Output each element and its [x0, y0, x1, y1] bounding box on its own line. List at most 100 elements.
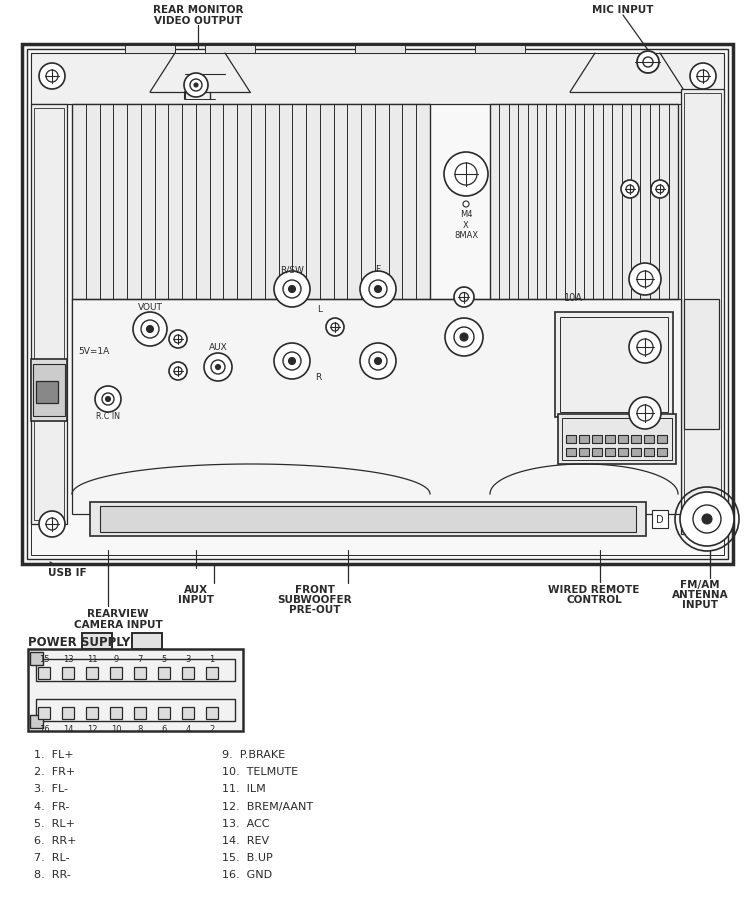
Text: 3.  FL-: 3. FL- — [34, 784, 68, 793]
Bar — [618, 448, 628, 457]
Text: 5: 5 — [162, 654, 167, 664]
Text: FRONT: FRONT — [295, 584, 335, 595]
Bar — [657, 448, 667, 457]
Bar — [490, 105, 678, 494]
Circle shape — [360, 272, 396, 308]
Circle shape — [95, 387, 121, 413]
Bar — [657, 436, 667, 444]
Text: 16: 16 — [39, 725, 49, 733]
Text: 10: 10 — [111, 725, 122, 733]
Bar — [134, 708, 146, 720]
Circle shape — [360, 344, 396, 380]
Bar — [34, 108, 64, 520]
Circle shape — [204, 354, 232, 381]
Bar — [28, 650, 243, 732]
Circle shape — [629, 332, 661, 364]
FancyBboxPatch shape — [196, 509, 484, 533]
Bar — [36, 381, 58, 403]
Bar — [206, 708, 218, 720]
Bar — [62, 708, 74, 720]
Text: 11: 11 — [87, 654, 97, 664]
Text: 5V=1A: 5V=1A — [78, 347, 109, 356]
Text: INPUT: INPUT — [178, 595, 214, 605]
Text: REARVIEW: REARVIEW — [87, 608, 149, 618]
Text: 12.  BREM/AANT: 12. BREM/AANT — [222, 800, 313, 811]
Bar — [110, 708, 122, 720]
Bar — [592, 448, 602, 457]
Bar — [681, 90, 724, 535]
Text: R.C IN: R.C IN — [96, 412, 120, 421]
Text: 12: 12 — [87, 725, 97, 733]
Circle shape — [445, 319, 483, 357]
Bar — [62, 667, 74, 679]
Bar — [684, 94, 721, 530]
Text: SUBWOOFER: SUBWOOFER — [278, 595, 353, 605]
Text: 13: 13 — [63, 654, 73, 664]
Bar — [31, 54, 724, 555]
Text: 9.  P.BRAKE: 9. P.BRAKE — [222, 749, 285, 759]
Circle shape — [194, 84, 198, 88]
Text: 7: 7 — [137, 654, 143, 664]
Circle shape — [169, 331, 187, 348]
Text: ANTENNA: ANTENNA — [672, 589, 729, 599]
Bar — [605, 448, 615, 457]
Text: 2: 2 — [209, 725, 214, 733]
Bar — [30, 715, 43, 728]
Bar — [205, 46, 255, 54]
Bar — [644, 436, 654, 444]
Circle shape — [690, 512, 716, 538]
Text: 1.  FL+: 1. FL+ — [34, 749, 74, 759]
Circle shape — [326, 319, 344, 336]
Bar — [86, 708, 98, 720]
Circle shape — [621, 181, 639, 199]
Bar — [560, 318, 668, 413]
Bar — [555, 312, 673, 417]
Circle shape — [288, 358, 295, 365]
Text: USB IF: USB IF — [48, 567, 86, 577]
Text: CAMERA INPUT: CAMERA INPUT — [74, 619, 162, 630]
Bar — [82, 633, 112, 650]
Circle shape — [184, 74, 208, 98]
Bar — [206, 667, 218, 679]
Circle shape — [274, 344, 310, 380]
Text: 8.  RR-: 8. RR- — [34, 869, 71, 879]
Text: 15.  B.UP: 15. B.UP — [222, 852, 273, 862]
Bar — [158, 708, 170, 720]
Bar — [36, 659, 235, 681]
Text: 6: 6 — [162, 725, 167, 733]
Bar — [631, 448, 641, 457]
Text: AUX: AUX — [208, 343, 227, 352]
Text: AUX: AUX — [184, 584, 208, 595]
Bar — [86, 667, 98, 679]
Text: R: R — [315, 373, 321, 382]
Bar — [652, 510, 668, 528]
Circle shape — [146, 326, 153, 333]
Bar — [158, 667, 170, 679]
Text: 1: 1 — [209, 654, 214, 664]
Bar — [30, 652, 43, 665]
Text: 11.  ILM: 11. ILM — [222, 784, 266, 793]
Bar — [566, 436, 576, 444]
Bar — [100, 506, 636, 532]
Circle shape — [39, 512, 65, 538]
Bar — [31, 54, 724, 105]
Bar — [255, 263, 455, 417]
Text: 8: 8 — [137, 725, 143, 733]
Circle shape — [288, 286, 295, 293]
Bar — [36, 699, 235, 721]
Text: POWER SUPPLY: POWER SUPPLY — [28, 635, 131, 648]
Circle shape — [106, 397, 110, 403]
Bar — [22, 45, 733, 564]
Bar — [27, 50, 728, 560]
Bar — [38, 708, 50, 720]
Circle shape — [463, 202, 469, 208]
Bar — [182, 708, 194, 720]
Text: REAR MONITOR: REAR MONITOR — [153, 5, 243, 15]
Circle shape — [454, 288, 474, 308]
Text: FM/AM: FM/AM — [680, 579, 720, 589]
Bar — [110, 667, 122, 679]
Circle shape — [680, 493, 734, 547]
Circle shape — [169, 363, 187, 380]
Text: CONTROL: CONTROL — [566, 595, 622, 605]
Text: WIRED REMOTE: WIRED REMOTE — [548, 584, 639, 595]
